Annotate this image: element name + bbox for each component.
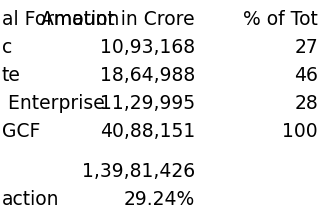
Text: 11,29,995: 11,29,995 bbox=[100, 94, 195, 113]
Text: 40,88,151: 40,88,151 bbox=[100, 122, 195, 141]
Text: 27: 27 bbox=[294, 38, 318, 57]
Text: 46: 46 bbox=[294, 66, 318, 85]
Text: 28: 28 bbox=[294, 94, 318, 113]
Text: 29.24%: 29.24% bbox=[124, 190, 195, 209]
Text: c: c bbox=[2, 38, 12, 57]
Text: al Formation: al Formation bbox=[2, 10, 119, 29]
Text: Amount in Crore: Amount in Crore bbox=[41, 10, 195, 29]
Text: 18,64,988: 18,64,988 bbox=[100, 66, 195, 85]
Text: GCF: GCF bbox=[2, 122, 40, 141]
Text: 1,39,81,426: 1,39,81,426 bbox=[82, 162, 195, 181]
Text: 10,93,168: 10,93,168 bbox=[100, 38, 195, 57]
Text: 100: 100 bbox=[282, 122, 318, 141]
Text: % of Tot: % of Tot bbox=[243, 10, 318, 29]
Text: action: action bbox=[2, 190, 60, 209]
Text: te: te bbox=[2, 66, 21, 85]
Text: Enterprise: Enterprise bbox=[2, 94, 105, 113]
